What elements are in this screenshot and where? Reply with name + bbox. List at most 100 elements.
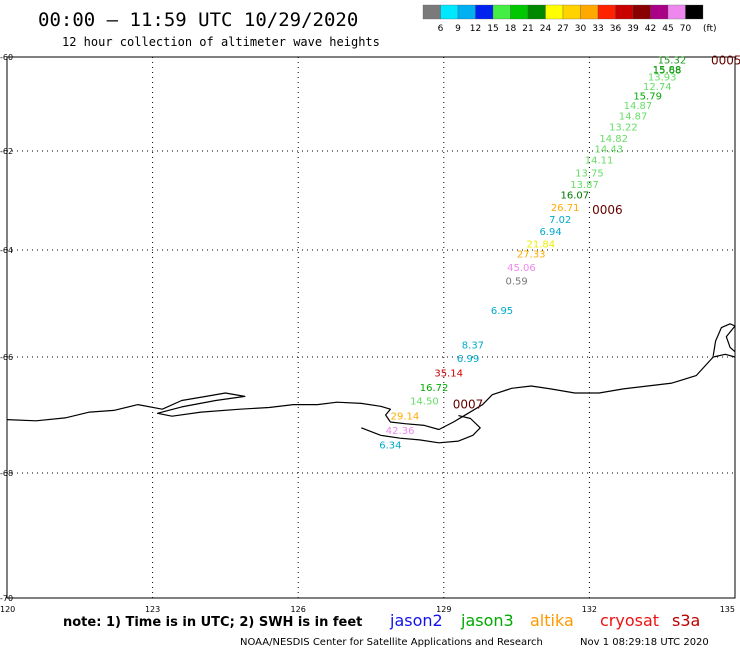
legend-swatch [527, 4, 546, 20]
legend-swatch [580, 4, 599, 20]
lon-tick-label: 123 [145, 605, 160, 614]
color-legend: 6 9 12 15 18 21 24 27 30 33 36 39 42 45 70 [422, 4, 704, 34]
lat-tick-label: -66 [0, 353, 13, 362]
legend-swatch [667, 4, 686, 20]
lat-tick-label: -60 [0, 53, 13, 62]
footer-credit: NOAA/NESDIS Center for Satellite Applica… [240, 637, 543, 648]
time-marker-label: 0006 [592, 203, 623, 217]
lat-tick-label: -70 [0, 594, 13, 603]
legend-swatch [457, 4, 476, 20]
time-marker-label: 0007 [453, 397, 484, 411]
legend-swatch [562, 4, 581, 20]
wave-height-label: 15.79 [633, 92, 662, 103]
legend-tick-label: 9 [455, 24, 461, 34]
wave-height-label: 14.50 [410, 397, 439, 408]
mission-label: jason2 [389, 611, 443, 630]
legend-tick-label: 70 [680, 24, 692, 34]
wave-height-label: 13.75 [575, 168, 604, 179]
coastline [6, 323, 736, 444]
legend-tick-label: 15 [487, 24, 498, 34]
lat-tick-label: -64 [0, 246, 13, 255]
mission-label: jason3 [460, 611, 514, 630]
wave-height-label: 26.71 [551, 203, 580, 214]
island-outline [712, 323, 736, 356]
legend-tick-label: 18 [505, 24, 517, 34]
wave-height-label: 15.88 [653, 65, 682, 76]
legend-unit: (ft) [703, 24, 717, 34]
wave-height-label: 6.34 [379, 441, 401, 452]
legend-swatch [650, 4, 669, 20]
antarctic-coastline [6, 353, 736, 431]
lon-tick-label: 135 [720, 605, 735, 614]
time-marker-label: 0005 [711, 53, 740, 67]
mission-label: cryosat [600, 611, 659, 630]
legend-tick-label: 24 [540, 24, 552, 34]
wave-height-label: 27.33 [517, 250, 546, 261]
legend-swatch [510, 4, 529, 20]
wave-height-label: 13.87 [570, 180, 599, 191]
map-subtitle: 12 hour collection of altimeter wave hei… [62, 35, 380, 49]
legend-tick-label: 45 [662, 24, 673, 34]
wave-height-label: 7.02 [549, 215, 571, 226]
lat-tick-label: -62 [0, 147, 13, 156]
legend-tick-label: 42 [645, 24, 656, 34]
wave-height-label: 14.87 [624, 101, 653, 112]
legend-tick-label: 30 [575, 24, 587, 34]
wave-height-label: 15.32 [658, 55, 687, 66]
lon-tick-label: 126 [291, 605, 306, 614]
legend-swatch [615, 4, 634, 20]
footer-timestamp: Nov 1 08:29:18 UTC 2020 [580, 637, 709, 648]
legend-swatch [545, 4, 564, 20]
legend-swatch [492, 4, 511, 20]
legend-tick-label: 12 [470, 24, 481, 34]
footer-note: note: 1) Time is in UTC; 2) SWH is in fe… [63, 615, 362, 630]
wave-height-label: 0.59 [505, 276, 527, 287]
legend-swatch [685, 4, 704, 20]
lon-tick-label: 129 [436, 605, 451, 614]
axis-labels: 120 123 126 129 132 135 -60 -62 -64 -66 -68 -70 [0, 53, 735, 614]
wave-height-label: 29.14 [391, 412, 420, 423]
wave-height-label: 35.14 [434, 369, 463, 380]
legend-tick-label: 39 [627, 24, 639, 34]
wave-height-label: 12.74 [643, 82, 672, 93]
wave-height-label: 14.43 [594, 145, 623, 156]
wave-height-labels: 15.3215.8815.6813.9312.7415.7914.8714.87… [379, 55, 686, 451]
legend-swatch [632, 4, 651, 20]
legend-swatch [597, 4, 616, 20]
legend-swatch [422, 4, 441, 20]
legend-tick-label: 27 [557, 24, 568, 34]
graticule [7, 57, 735, 598]
wave-height-label: 14.87 [619, 111, 648, 122]
legend-swatch [440, 4, 459, 20]
legend-tick-label: 6 [438, 24, 444, 34]
wave-height-label: 16.72 [420, 383, 449, 394]
wave-height-label: 14.11 [585, 155, 614, 166]
mission-label: s3a [672, 611, 700, 630]
wave-height-label: 13.93 [648, 73, 677, 84]
wave-height-label: 45.06 [507, 263, 536, 274]
mission-label: altika [530, 611, 574, 630]
lat-tick-label: -68 [0, 469, 13, 478]
wave-height-label: 16.07 [561, 191, 590, 202]
wave-height-label: 21.84 [527, 240, 556, 251]
wave-height-label: 6.95 [491, 306, 513, 317]
lon-tick-label: 132 [582, 605, 597, 614]
wave-height-label: 42.36 [386, 426, 415, 437]
map-frame [6, 56, 736, 599]
mission-legend: jason2 jason3 altika cryosat s3a [389, 611, 700, 630]
legend-swatch [475, 4, 494, 20]
legend-tick-label: 33 [592, 24, 603, 34]
wave-height-label: 8.37 [462, 341, 484, 352]
lon-tick-label: 120 [0, 605, 15, 614]
wave-height-label: 14.82 [599, 134, 628, 145]
wave-height-label: 15.68 [653, 66, 682, 77]
legend-tick-label: 21 [522, 24, 533, 34]
time-markers: 0005 0006 0007 [453, 53, 740, 411]
legend-tick-label: 36 [610, 24, 622, 34]
wave-height-label: 13.22 [609, 123, 638, 134]
ice-shelf-outline [361, 415, 481, 444]
wave-height-label: 6.94 [539, 227, 561, 238]
map-title: 00:00 – 11:59 UTC 10/29/2020 [38, 9, 358, 31]
wave-height-label: 6.99 [457, 354, 479, 365]
